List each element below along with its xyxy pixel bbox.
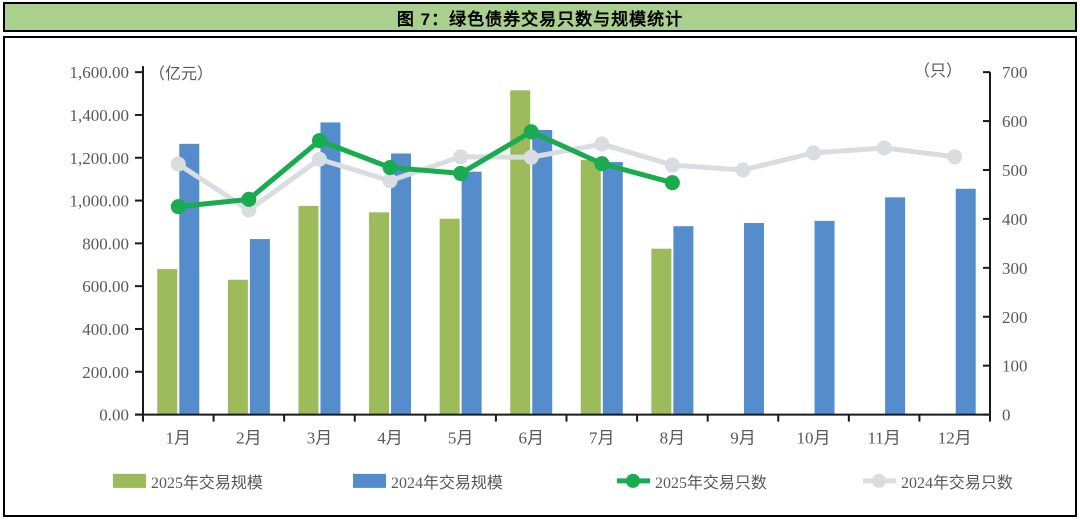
line-marker: [594, 136, 610, 152]
x-axis-label: 5月: [448, 429, 473, 448]
x-axis-label: 11月: [867, 429, 900, 448]
x-axis-label: 3月: [307, 429, 332, 448]
legend-label: 2024年交易规模: [391, 474, 503, 492]
axes-group: [135, 66, 991, 422]
line-marker: [947, 149, 963, 165]
bar-2024年交易规模-8月: [673, 226, 694, 415]
line-series-2025年交易只数: [170, 124, 680, 215]
left-axis-tick-label: 800.00: [82, 234, 129, 253]
bar-2024年交易规模-10月: [814, 220, 835, 415]
right-axis-tick-label: 0: [1002, 406, 1010, 425]
chart-frame: 0.00 200.00 400.00 600.00 800.00 1,000.00 1,20…: [3, 36, 1077, 517]
left-axis-tick-label: 0.00: [99, 406, 129, 425]
line-marker: [170, 199, 186, 215]
chart-canvas: 0.00 200.00 400.00 600.00 800.00 1,000.00 1,20…: [70, 62, 1028, 492]
bar-2024年交易规模-5月: [461, 171, 482, 415]
x-axis-label: 12月: [938, 429, 972, 448]
bar-2024年交易规模-3月: [320, 122, 341, 415]
line-marker: [311, 151, 327, 167]
left-axis-tick-label: 1,400.00: [70, 106, 129, 125]
bar-2024年交易规模-12月: [955, 188, 976, 415]
legend-swatch-icon: [113, 473, 146, 488]
line-marker: [170, 156, 186, 172]
bar-2025年交易规模-1月: [157, 269, 178, 415]
line-marker: [382, 173, 398, 189]
legend-item-2024年交易只数: 2024年交易只数: [863, 473, 1013, 492]
right-axis-tick-label: 700: [1002, 63, 1027, 82]
line-marker: [241, 191, 257, 207]
right-axis-tick-label: 600: [1002, 112, 1027, 131]
right-axis-tick-label: 100: [1002, 357, 1027, 376]
bar-2025年交易规模-5月: [439, 218, 460, 415]
line-marker: [523, 124, 539, 140]
bar-2025年交易规模-3月: [298, 205, 319, 415]
legend-marker-icon: [872, 473, 886, 488]
right-axis-tick-label: 200: [1002, 308, 1027, 327]
x-axis-label: 8月: [660, 429, 685, 448]
right-axis-unit-label: （只）: [914, 62, 962, 80]
line-marker: [735, 162, 751, 178]
left-axis-tick-label: 400.00: [82, 320, 129, 339]
legend-item-2025年交易只数: 2025年交易只数: [617, 473, 767, 492]
x-axis-label: 2月: [236, 429, 261, 448]
legend-swatch-icon: [353, 473, 386, 488]
bar-2024年交易规模-11月: [885, 197, 906, 415]
legend-item-2024年交易规模: 2024年交易规模: [353, 473, 503, 492]
right-axis-tick-label: 500: [1002, 161, 1027, 180]
bar-2024年交易规模-7月: [602, 162, 623, 415]
line-series-2024年交易只数: [170, 136, 963, 218]
left-axis-tick-label: 200.00: [82, 363, 129, 382]
x-axis-label: 9月: [730, 429, 755, 448]
right-axis-tick-label: 400: [1002, 210, 1027, 229]
x-axis-label: 7月: [589, 429, 614, 448]
line-marker: [523, 149, 539, 165]
left-axis-tick-label: 600.00: [82, 277, 129, 296]
legend-label: 2024年交易只数: [901, 474, 1013, 492]
line-marker: [594, 156, 610, 172]
legend: 2025年交易规模 2024年交易规模 2025年交易只数 2024年交易只数: [113, 473, 1013, 492]
line-marker: [311, 133, 327, 149]
bar-2025年交易规模-2月: [227, 279, 248, 415]
chart-title: 图 7：绿色债券交易只数与规模统计: [3, 2, 1077, 32]
left-axis-tick-label: 1,000.00: [70, 192, 129, 211]
bar-2024年交易规模-4月: [391, 153, 412, 415]
x-axis-label: 4月: [377, 429, 402, 448]
line-marker: [453, 149, 469, 165]
right-axis-tick-label: 300: [1002, 259, 1027, 278]
bar-2025年交易规模-4月: [369, 212, 390, 415]
bar-2025年交易规模-8月: [651, 248, 672, 415]
legend-label: 2025年交易只数: [655, 474, 767, 492]
legend-item-2025年交易规模: 2025年交易规模: [113, 473, 263, 492]
legend-label: 2025年交易规模: [151, 474, 263, 492]
line-marker: [382, 160, 398, 176]
line-marker: [806, 145, 822, 161]
line-marker: [664, 175, 680, 191]
bar-2025年交易规模-7月: [580, 159, 601, 415]
line-marker: [241, 202, 257, 218]
x-axis-label: 1月: [166, 429, 191, 448]
line-marker: [664, 157, 680, 173]
bar-2024年交易规模-9月: [743, 223, 764, 415]
line-marker: [453, 165, 469, 181]
left-axis-tick-label: 1,600.00: [70, 63, 129, 82]
x-axis-label: 6月: [518, 429, 543, 448]
bar-2025年交易规模-6月: [510, 90, 531, 415]
bar-2024年交易规模-6月: [532, 129, 553, 415]
bars-group: [157, 90, 976, 415]
left-axis-tick-label: 1,200.00: [70, 149, 129, 168]
bar-2024年交易规模-1月: [179, 143, 200, 415]
x-axis-label: 10月: [797, 429, 831, 448]
legend-marker-icon: [626, 473, 640, 488]
line-marker: [876, 140, 892, 156]
left-axis-unit-label: （亿元）: [149, 65, 213, 83]
bar-2024年交易规模-2月: [249, 239, 270, 415]
